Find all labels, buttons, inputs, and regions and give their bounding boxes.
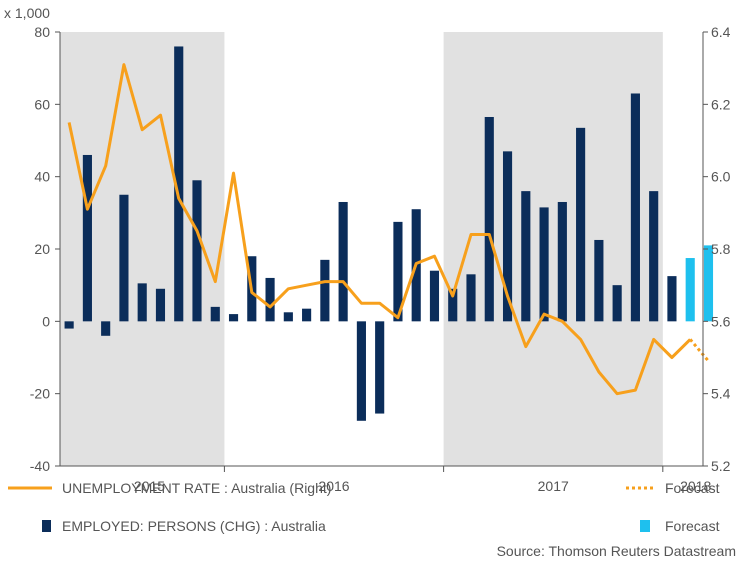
axis-labels: x 1,000 -40 -20 0 20 40 60 80 5.2 5.4 5.6 5.8 6.0 6.… (4, 5, 731, 494)
legend: UNEMPLOYMENT RATE : Australia (Right) EM… (8, 480, 736, 559)
unemployment-forecast-line (689, 338, 710, 363)
employed-bar (502, 151, 513, 322)
year-label: 2016 (318, 478, 349, 494)
employed-bar (594, 239, 604, 322)
left-tick-label: 20 (34, 241, 50, 257)
year-label: 2017 (538, 478, 569, 494)
right-tick-label: 6.0 (711, 169, 731, 185)
left-tick-label: -20 (30, 386, 50, 402)
employed-forecast-bar (685, 258, 695, 322)
employed-bar (192, 180, 202, 322)
employed-bar (155, 288, 166, 322)
employed-bar (119, 194, 129, 322)
employed-bar (466, 274, 476, 322)
axes (55, 31, 708, 472)
left-tick-label: 40 (34, 169, 50, 185)
employed-bar (302, 308, 312, 322)
source-note: Source: Thomson Reuters Datastream (497, 543, 736, 559)
employed-bar (265, 277, 275, 322)
employed-bar (393, 221, 403, 322)
employed-bar (484, 116, 494, 322)
employed-bar (576, 127, 586, 322)
employed-bar (375, 321, 385, 414)
employed-bar (228, 314, 239, 322)
employed-bar (210, 306, 220, 322)
left-tick-label: 60 (34, 96, 50, 112)
right-tick-label: 5.4 (711, 386, 731, 402)
employed-bar (283, 312, 293, 322)
employed-bar (649, 191, 659, 322)
employed-bar (82, 154, 92, 322)
employed-bar (320, 259, 330, 322)
right-tick-label: 5.2 (711, 458, 731, 474)
right-tick-label: 5.8 (711, 241, 731, 257)
year-label: 2018 (680, 478, 711, 494)
year-label: 2015 (134, 478, 165, 494)
shaded-period-2 (443, 32, 663, 466)
left-tick-label: -40 (30, 458, 50, 474)
employed-bar (448, 288, 458, 322)
legend-forecast-line-label: Forecast (665, 480, 720, 496)
employed-bar (539, 207, 549, 322)
unemployment-line (67, 63, 710, 396)
unemployment-rate-line (67, 63, 692, 396)
legend-forecast-bar-label: Forecast (665, 518, 720, 534)
right-tick-label: 6.4 (711, 24, 731, 40)
employed-bar (521, 191, 531, 322)
employed-bar (64, 321, 74, 329)
legend-bar-swatch (42, 520, 51, 532)
employed-bar (557, 201, 567, 322)
right-tick-label: 6.2 (711, 96, 731, 112)
left-tick-label: 0 (42, 313, 50, 329)
employed-bar (612, 285, 622, 322)
employed-bar (174, 46, 184, 322)
legend-line-label: UNEMPLOYMENT RATE : Australia (Right) (62, 480, 331, 496)
employed-bar (630, 93, 640, 322)
left-tick-label: 80 (34, 24, 50, 40)
legend-forecast-bar-swatch (640, 520, 650, 532)
employed-bar (101, 321, 111, 336)
employed-bar (356, 321, 366, 421)
employed-bar (429, 270, 440, 322)
employed-forecast-bar (703, 245, 714, 322)
right-tick-label: 5.6 (711, 313, 731, 329)
employed-bar (137, 283, 147, 322)
employed-bar (338, 201, 348, 322)
legend-bar-label: EMPLOYED: PERSONS (CHG) : Australia (62, 518, 326, 534)
employed-bar (667, 276, 677, 322)
left-axis-unit-label: x 1,000 (4, 5, 50, 21)
